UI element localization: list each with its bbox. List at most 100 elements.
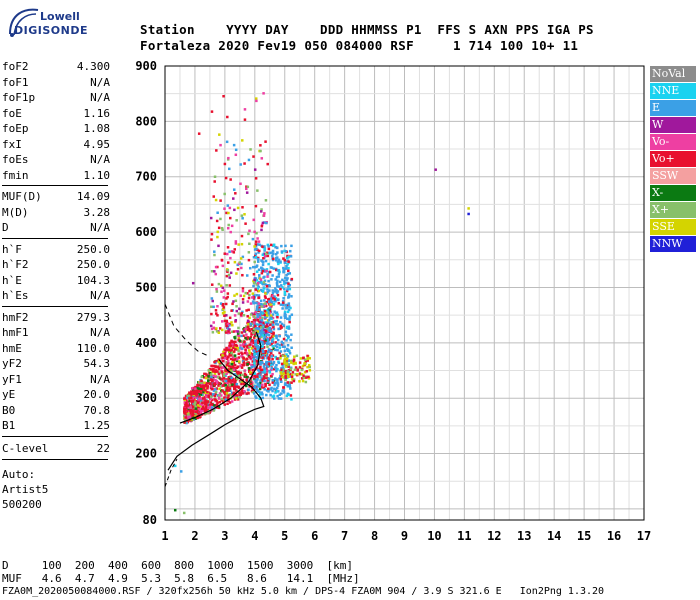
- echo-point: [267, 387, 270, 391]
- echo-point: [262, 365, 266, 368]
- echo-point: [189, 396, 193, 400]
- echo-point: [270, 367, 274, 370]
- echo-point: [216, 230, 220, 234]
- echo-point: [229, 230, 232, 234]
- echo-point: [267, 244, 270, 248]
- echo-point: [467, 207, 470, 210]
- echo-point: [265, 311, 268, 314]
- param-row-fof1p: foF1p N/A: [2, 91, 110, 105]
- legend-item-ssw: SSW: [650, 168, 696, 184]
- echo-point: [213, 398, 216, 401]
- echo-point: [253, 168, 257, 171]
- echo-point: [232, 330, 236, 333]
- echo-point: [192, 408, 196, 411]
- echo-point: [192, 386, 196, 390]
- echo-point: [270, 355, 274, 358]
- echo-point: [224, 176, 228, 180]
- echo-point: [272, 257, 275, 261]
- echo-point: [276, 269, 280, 272]
- echo-point: [253, 265, 257, 269]
- param-name: h`Es: [2, 289, 29, 302]
- echo-point: [308, 364, 311, 367]
- echo-point: [189, 399, 193, 403]
- echo-point: [266, 365, 270, 368]
- echo-point: [223, 162, 227, 166]
- echo-point: [225, 357, 229, 361]
- echo-point: [277, 327, 280, 331]
- echo-point: [264, 259, 268, 263]
- param-value: N/A: [90, 372, 110, 386]
- echo-point: [277, 397, 281, 400]
- param-row-yf1: yF1 N/A: [2, 373, 110, 387]
- x-tick-label: 2: [191, 529, 198, 543]
- echo-point: [270, 386, 273, 390]
- echo-point: [288, 320, 291, 324]
- echo-point: [220, 394, 223, 397]
- echo-point: [278, 346, 282, 350]
- echo-point: [212, 374, 215, 378]
- legend-item-e: E: [650, 100, 696, 116]
- echo-point: [221, 264, 225, 268]
- echo-point: [228, 387, 232, 390]
- echo-point: [278, 351, 281, 355]
- echo-point: [302, 356, 305, 360]
- echo-point: [264, 331, 268, 334]
- echo-point: [214, 369, 218, 372]
- param-row-hes: h`Es N/A: [2, 289, 110, 303]
- echo-point: [272, 267, 276, 270]
- echo-point: [231, 342, 234, 346]
- echo-point: [215, 290, 219, 293]
- echo-point: [173, 464, 177, 468]
- echo-point: [259, 315, 262, 318]
- echo-point: [263, 328, 266, 332]
- legend-item-sse: SSE: [650, 219, 696, 235]
- echo-point: [269, 393, 272, 397]
- echo-point: [206, 390, 209, 394]
- echo-point: [287, 335, 290, 338]
- echo-point: [201, 403, 204, 407]
- x-tick-label: 12: [487, 529, 501, 543]
- echo-point: [268, 289, 271, 292]
- echo-point: [228, 284, 232, 287]
- echo-point: [208, 392, 211, 395]
- echo-point: [269, 360, 273, 363]
- echo-point: [241, 392, 245, 395]
- echo-point: [259, 144, 262, 147]
- echo-point: [211, 299, 214, 303]
- echo-point: [261, 329, 264, 333]
- echo-point: [215, 219, 219, 223]
- echo-point: [271, 395, 275, 398]
- x-tick-label: 11: [457, 529, 471, 543]
- echo-point: [265, 354, 269, 357]
- echo-point: [253, 248, 257, 251]
- echo-point: [203, 381, 206, 385]
- echo-point: [206, 387, 209, 390]
- echo-point: [283, 287, 286, 291]
- echo-point: [269, 374, 273, 378]
- y-tick-label: 600: [135, 225, 157, 239]
- echo-point: [253, 323, 256, 326]
- echo-point: [209, 324, 213, 328]
- echo-point: [252, 284, 255, 288]
- echo-point: [265, 360, 268, 364]
- echo-point: [247, 349, 251, 352]
- echo-point: [254, 339, 257, 343]
- echo-point: [255, 355, 258, 359]
- echo-point: [226, 361, 230, 365]
- param-row-yf2: yF2 54.3: [2, 357, 110, 371]
- echo-point: [213, 364, 216, 368]
- echo-point: [257, 368, 260, 372]
- echo-point: [276, 380, 279, 383]
- echo-point: [245, 358, 248, 361]
- echo-point: [281, 354, 285, 357]
- echo-point: [281, 345, 285, 348]
- echo-point: [253, 318, 257, 322]
- echo-point: [235, 272, 238, 275]
- echo-point: [275, 390, 279, 393]
- echo-point: [264, 338, 268, 342]
- echo-point: [284, 371, 288, 375]
- echo-point: [284, 267, 288, 270]
- echo-point: [216, 211, 219, 214]
- echo-point: [209, 216, 213, 220]
- echo-point: [255, 373, 258, 377]
